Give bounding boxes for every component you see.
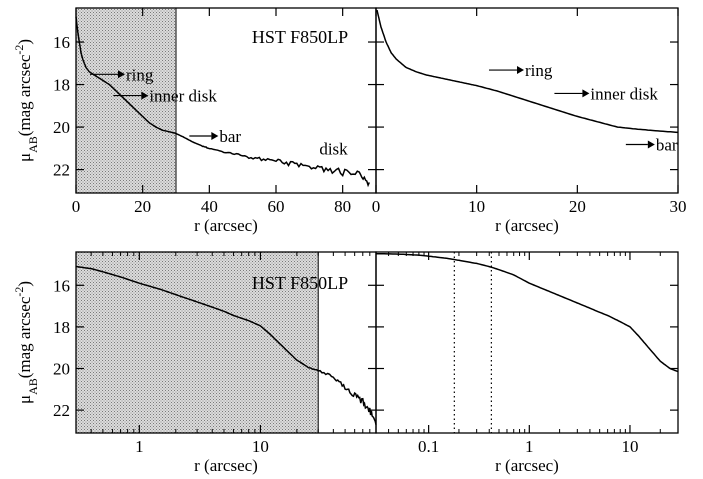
top-panel-label: HST F850LP — [252, 27, 348, 47]
axes-frame — [375, 251, 679, 434]
svg-text:μAB(mag arcsec-2): μAB(mag arcsec-2) — [12, 281, 40, 404]
svg-text:μAB(mag arcsec-2): μAB(mag arcsec-2) — [12, 39, 40, 162]
bottom-panel-label: HST F850LP — [252, 273, 348, 293]
x-tick-label: 0.1 — [418, 437, 439, 456]
annotation-label: disk — [319, 140, 348, 159]
y-tick-label: 20 — [53, 360, 70, 379]
series-line — [75, 265, 377, 425]
x-axis-label: r (arcsec) — [194, 216, 258, 235]
series-line — [376, 9, 679, 134]
panel-top-right: 0 10 20 30 r (arcsec) ring inner disk bar — [372, 7, 687, 235]
annotation-label: bar — [656, 135, 678, 154]
x-axis-label: r (arcsec) — [194, 456, 258, 475]
x-tick-label: 0 — [72, 197, 81, 216]
annotation-arrowhead — [582, 89, 590, 98]
annotation-arrowhead — [118, 70, 125, 79]
y-tick-label: 18 — [53, 318, 70, 337]
annotation-arrowhead — [647, 140, 655, 149]
annotation-label: bar — [219, 127, 241, 146]
series-line — [376, 252, 679, 373]
x-tick-label: 40 — [201, 197, 218, 216]
y-tick-label: 18 — [53, 76, 70, 95]
x-tick-label: 20 — [569, 197, 586, 216]
annotation-arrowhead — [211, 131, 219, 140]
x-tick-label: 30 — [670, 197, 687, 216]
y-tick-label: 22 — [53, 401, 70, 420]
annotation-label: inner disk — [149, 87, 217, 106]
x-tick-label: 0 — [372, 197, 381, 216]
x-axis-label: r (arcsec) — [495, 216, 559, 235]
annotation-label: ring — [126, 65, 154, 84]
x-tick-label: 1 — [135, 437, 144, 456]
annotation-arrowhead — [516, 66, 524, 75]
x-tick-label: 80 — [334, 197, 351, 216]
x-tick-label: 60 — [268, 197, 285, 216]
axes-frame — [375, 7, 679, 194]
x-tick-label: 10 — [252, 437, 269, 456]
panel-bottom-right: 0.1 1 10 r (arcsec) — [375, 251, 679, 475]
y-tick-label: 16 — [53, 33, 70, 52]
panel-bottom-left: 1 10 16 18 20 22 r (arcsec) μAB(mag arcsec-2) — [12, 251, 377, 475]
y-axis-label: μAB(mag arcsec-2) — [12, 39, 40, 162]
y-tick-label: 16 — [53, 276, 70, 295]
y-tick-label: 20 — [53, 118, 70, 137]
y-tick-label: 22 — [53, 161, 70, 180]
x-tick-label: 1 — [525, 437, 534, 456]
x-tick-label: 10 — [468, 197, 485, 216]
annotation-arrowhead — [141, 91, 149, 100]
annotation-label: ring — [525, 61, 553, 80]
series-line — [75, 16, 370, 188]
x-tick-label: 10 — [621, 437, 638, 456]
x-tick-label: 20 — [134, 197, 151, 216]
y-axis-label: μAB(mag arcsec-2) — [12, 281, 40, 404]
annotation-label: inner disk — [590, 84, 658, 103]
x-axis-label: r (arcsec) — [495, 456, 559, 475]
